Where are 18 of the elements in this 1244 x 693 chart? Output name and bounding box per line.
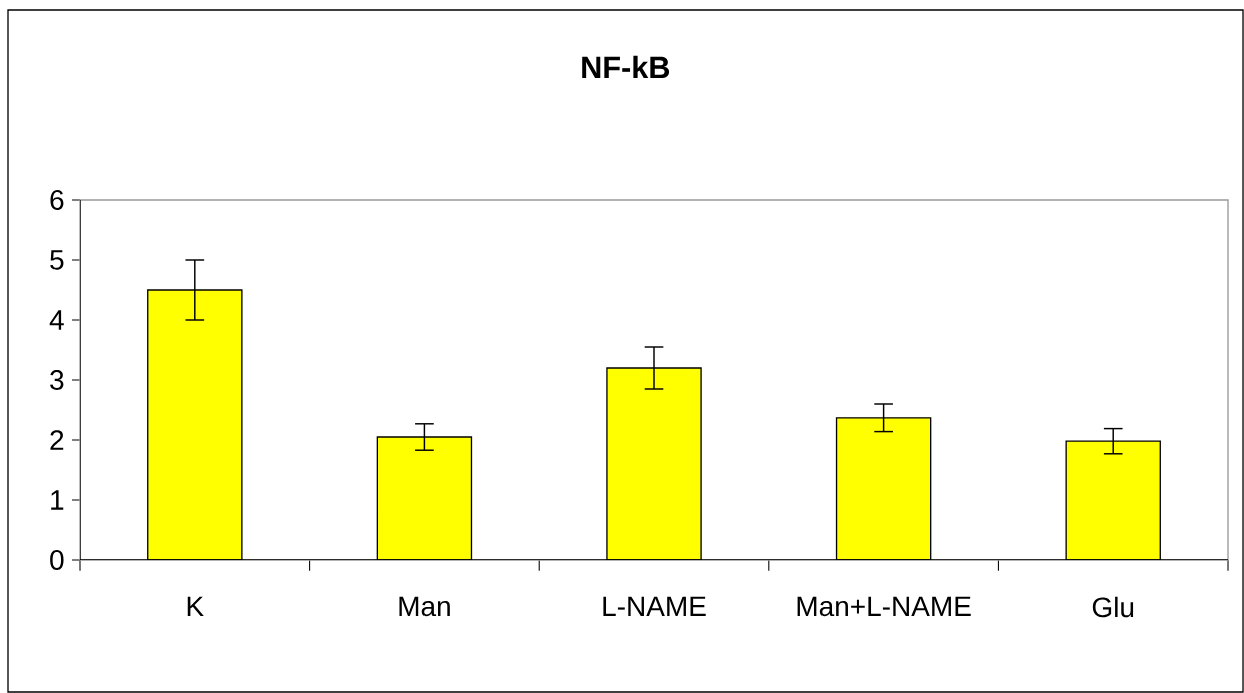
y-tick-label: 2	[50, 430, 64, 450]
bar	[377, 437, 472, 560]
x-tick-label: Man+L-NAME	[797, 596, 971, 617]
bar	[147, 290, 242, 560]
bar	[836, 417, 931, 560]
y-tick-label: 5	[50, 250, 64, 270]
y-tick-label: 6	[50, 190, 64, 210]
y-tick-label: 1	[51, 490, 64, 510]
x-tick-label: Glu	[1092, 596, 1134, 618]
y-tick-label: 0	[50, 550, 64, 570]
bar	[606, 368, 702, 560]
x-tick-label: K	[187, 596, 204, 616]
x-tick-label: Man	[399, 596, 450, 617]
x-tick-label: L-NAME	[603, 596, 706, 616]
bar	[1065, 440, 1161, 560]
chart-title: NF-kB	[582, 55, 670, 78]
y-tick-label: 3	[50, 370, 64, 390]
y-tick-label: 4	[49, 310, 64, 330]
